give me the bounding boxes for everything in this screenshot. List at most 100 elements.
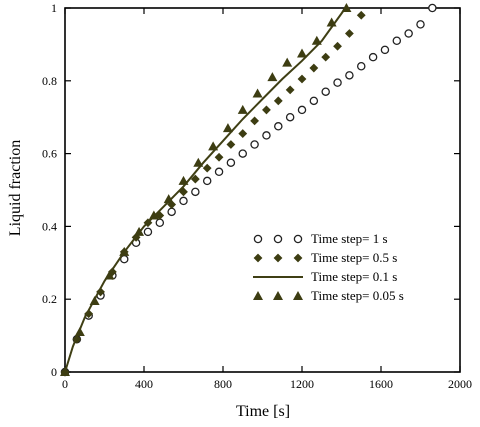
y-axis-title: Liquid fraction [7, 140, 24, 236]
legend-marker [293, 253, 303, 263]
data-point [104, 270, 115, 280]
data-point [226, 158, 236, 167]
legend-label: Time step= 0.5 s [311, 250, 397, 265]
series-1 [60, 3, 437, 377]
data-point [356, 10, 366, 20]
series-line [64, 7, 347, 373]
data-point [193, 157, 204, 167]
data-point [237, 104, 248, 114]
data-point [119, 246, 130, 256]
data-point [202, 163, 212, 173]
legend-marker [293, 291, 303, 300]
y-tick-label: 0.6 [42, 147, 57, 161]
data-point [222, 123, 233, 133]
data-point [309, 96, 319, 106]
data-point [416, 20, 425, 29]
y-tick-label: 1 [51, 1, 57, 15]
data-point [345, 71, 354, 80]
data-point [143, 227, 153, 237]
data-point [134, 226, 145, 236]
data-point [404, 29, 413, 38]
y-tick-label: 0.4 [42, 219, 57, 233]
legend-marker [253, 253, 263, 263]
y-tick-label: 0 [51, 365, 57, 379]
x-tick-label: 1600 [369, 377, 393, 391]
data-point [226, 140, 236, 149]
data-point [202, 176, 212, 186]
series-2 [60, 10, 366, 377]
data-point [155, 218, 165, 228]
data-point [214, 167, 224, 177]
data-point [262, 105, 271, 115]
series-layer [60, 3, 437, 377]
plot-frame [64, 7, 461, 373]
data-point [297, 105, 307, 115]
data-point [273, 96, 283, 106]
legend-label: Time step= 0.05 s [311, 288, 404, 303]
data-point [333, 78, 342, 87]
data-point [274, 122, 283, 131]
legend-entry: Time step= 0.1 s [253, 269, 397, 284]
legend-label: Time step= 1 s [311, 231, 388, 246]
data-point [179, 196, 188, 206]
legend-label: Time step= 0.1 s [311, 269, 397, 284]
legend-marker [253, 234, 263, 244]
x-tick-label: 2000 [448, 377, 472, 391]
data-point [252, 88, 263, 98]
legend-marker [253, 291, 263, 300]
data-point [155, 211, 165, 220]
data-point [60, 367, 70, 376]
data-point [250, 116, 259, 126]
data-point [208, 141, 219, 151]
x-axis-title: Time [s] [236, 403, 290, 420]
data-point [191, 187, 200, 197]
ticks-layer: 0 400 800 1200 1600 2000 0 0.2 0.4 0.6 0.8 1 [42, 1, 472, 391]
legend: Time step= 1 s Time step= 0.5 s Time step=… [253, 231, 404, 303]
x-tick-label: 0 [62, 377, 68, 391]
data-point [179, 187, 188, 197]
data-point [321, 87, 330, 96]
data-point [392, 36, 402, 46]
data-point [380, 45, 390, 55]
data-point [163, 194, 174, 204]
x-tick-label: 800 [214, 377, 232, 391]
data-point [326, 17, 337, 27]
legend-marker [293, 234, 303, 244]
data-point [341, 3, 352, 12]
data-point [297, 48, 307, 58]
data-point [190, 174, 200, 184]
data-point [311, 35, 322, 45]
legend-marker [273, 234, 283, 244]
data-point [297, 74, 307, 84]
y-tick-label: 0.2 [42, 292, 57, 306]
data-point [148, 210, 159, 220]
legend-marker [273, 253, 283, 263]
data-point [368, 52, 378, 62]
data-point [89, 296, 100, 306]
data-point [238, 129, 248, 138]
data-point [250, 140, 259, 149]
legend-marker [273, 291, 283, 300]
legend-entry: Time step= 1 s [253, 231, 388, 246]
data-point [282, 57, 293, 67]
data-point [356, 61, 366, 71]
data-point [178, 175, 189, 185]
x-tick-label: 1200 [290, 377, 314, 391]
data-point [285, 85, 295, 95]
data-point [74, 326, 85, 336]
data-point [267, 72, 278, 82]
legend-entry: Time step= 0.05 s [253, 288, 404, 303]
series-4 [60, 3, 352, 376]
x-tick-label: 400 [135, 377, 153, 391]
data-point [285, 112, 295, 122]
data-point [262, 131, 271, 140]
data-point [238, 149, 247, 158]
data-point [214, 152, 224, 162]
series-3 [64, 7, 347, 373]
data-point [309, 63, 319, 73]
data-point [167, 207, 176, 217]
data-point [333, 41, 342, 51]
legend-entry: Time step= 0.5 s [253, 250, 397, 265]
